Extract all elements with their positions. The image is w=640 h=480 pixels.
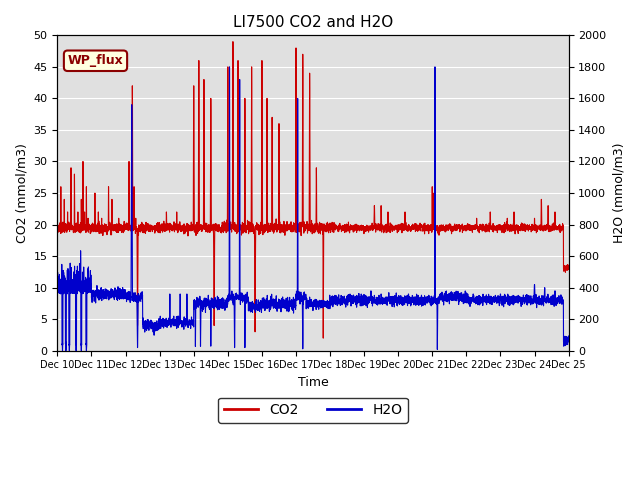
CO2 <box>229 39 237 45</box>
CO2 <box>428 222 435 228</box>
H2O <box>428 300 435 306</box>
H2O <box>564 339 572 345</box>
H2O <box>294 133 301 139</box>
CO2 <box>564 265 572 271</box>
H2O <box>399 302 407 308</box>
H2O <box>145 323 153 328</box>
X-axis label: Time: Time <box>298 376 328 389</box>
H2O <box>226 64 234 70</box>
Legend: CO2, H2O: CO2, H2O <box>218 397 408 423</box>
CO2 <box>319 335 327 341</box>
Y-axis label: CO2 (mmol/m3): CO2 (mmol/m3) <box>15 143 28 243</box>
Title: LI7500 CO2 and H2O: LI7500 CO2 and H2O <box>233 15 393 30</box>
CO2 <box>294 224 301 230</box>
Line: H2O: H2O <box>58 67 568 351</box>
CO2 <box>399 226 407 231</box>
Y-axis label: H2O (mmol/m3): H2O (mmol/m3) <box>612 143 625 243</box>
CO2 <box>564 264 572 270</box>
Line: CO2: CO2 <box>58 42 568 338</box>
CO2 <box>54 221 61 227</box>
CO2 <box>456 225 464 230</box>
H2O <box>59 348 67 354</box>
H2O <box>564 333 572 339</box>
CO2 <box>145 224 153 230</box>
H2O <box>54 289 61 295</box>
Text: WP_flux: WP_flux <box>68 54 124 67</box>
H2O <box>456 295 464 300</box>
